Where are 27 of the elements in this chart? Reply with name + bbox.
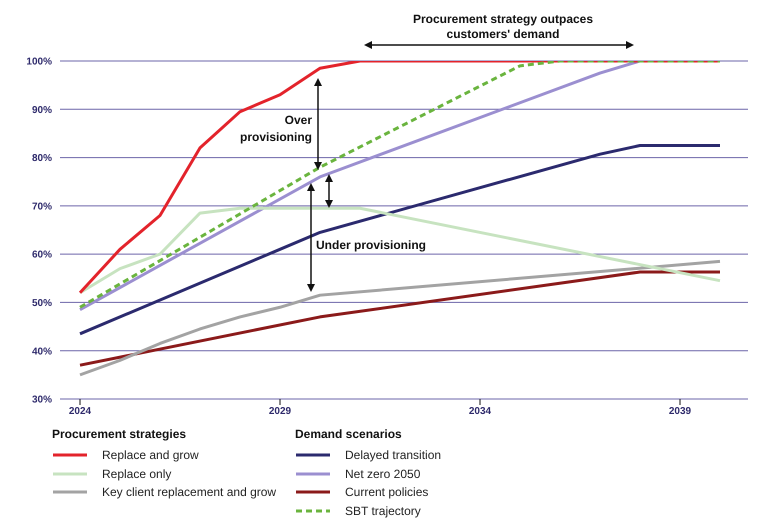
y-tick-label: 30% (32, 394, 52, 406)
text: Procurement strategies (52, 427, 186, 441)
y-tick-label: 90% (32, 104, 52, 116)
legend-label: Net zero 2050 (345, 466, 420, 481)
y-tick-label: 40% (32, 346, 52, 358)
y-tick-label: 70% (32, 201, 52, 212)
legend-label: SBT trajectory (345, 504, 421, 518)
text: Demand scenarios (295, 427, 402, 441)
line-series (78, 206, 722, 294)
legend-label: Key client replacement and grow (102, 485, 276, 500)
y-tick-label: 80% (32, 153, 52, 164)
line-series (78, 144, 722, 336)
y-tick-label: 50% (32, 298, 52, 309)
annotation: Over provisioning (239, 112, 312, 146)
legend-label: Delayed transition (345, 448, 442, 462)
text: Procurement strategy outpaces customers' demand (412, 12, 594, 42)
x-tick-label: 2024 (68, 406, 92, 418)
legend-label: Replace only (102, 466, 172, 481)
legend-label: Current policies (345, 485, 428, 500)
legend-label: Replace and grow (102, 448, 199, 462)
x-tick-label: 2029 (268, 406, 292, 418)
y-tick-label: 60% (32, 250, 52, 261)
x-tick-label: 2039 (668, 406, 692, 418)
annotation: Under provisioning (316, 238, 426, 252)
line-series (78, 260, 722, 376)
x-tick-label: 2034 (468, 406, 492, 418)
y-tick-label: 100% (26, 56, 52, 68)
